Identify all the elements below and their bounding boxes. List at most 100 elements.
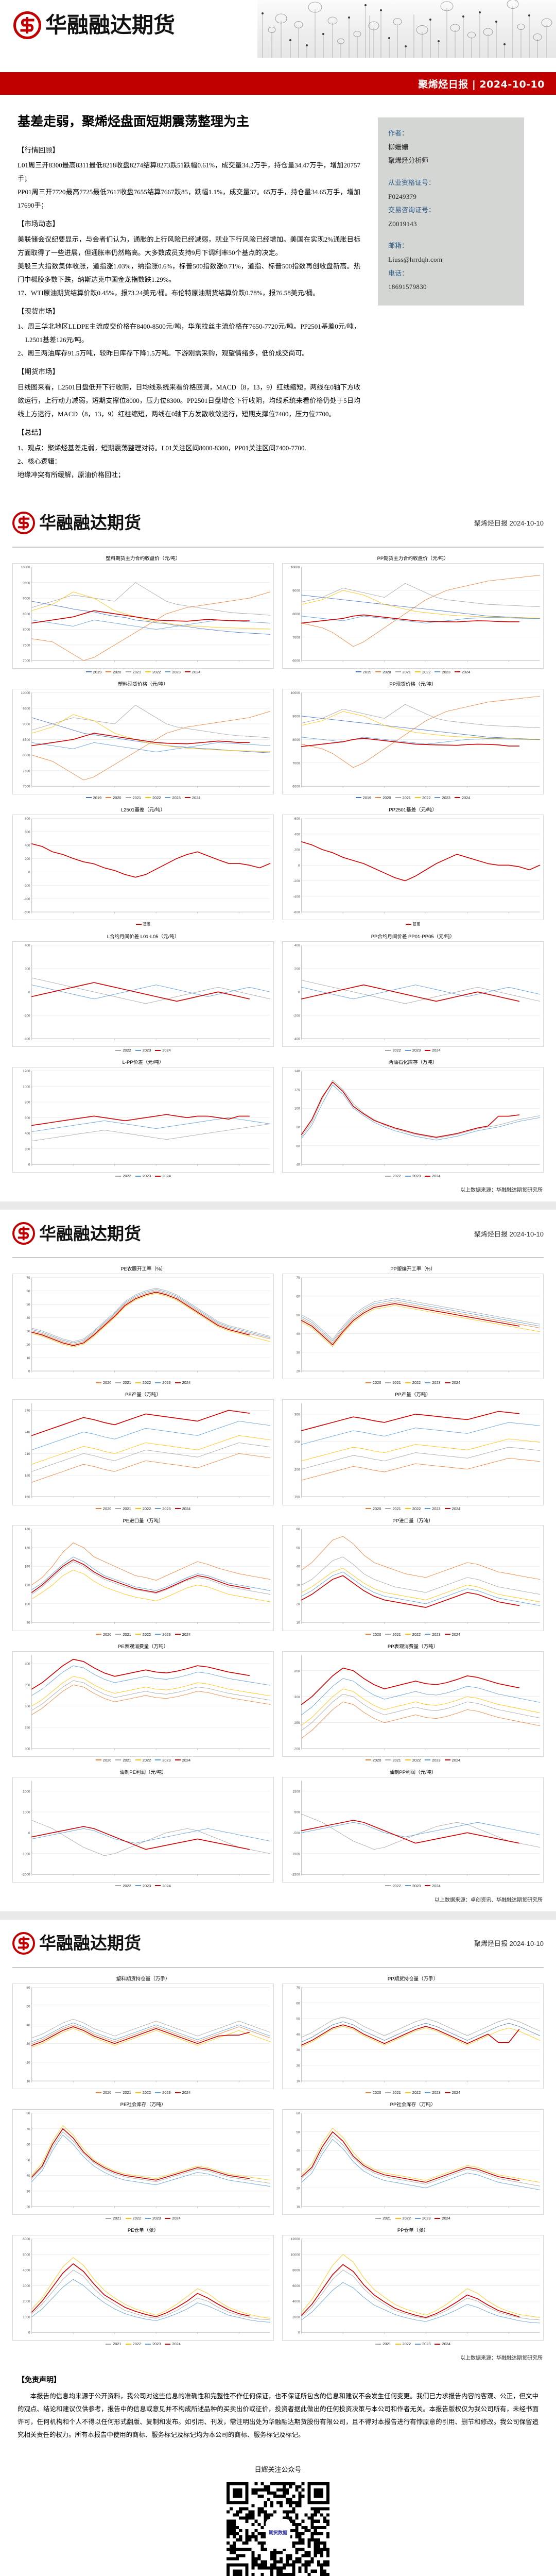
- svg-text:8000: 8000: [23, 628, 30, 632]
- legend-item: 2023: [155, 1380, 171, 1385]
- chart-card: 塑料现货价格（元/吨） 7000 7500 8000 8500 9000 9500 1000…: [12, 682, 274, 800]
- legend-swatch: [365, 1508, 371, 1510]
- paragraph: L01周三开8300最高8311最低8218收盘8274结算8273跌51跌幅0…: [18, 161, 360, 183]
- svg-text:4000: 4000: [23, 2269, 30, 2273]
- legend-label: 2024: [162, 1174, 171, 1179]
- consult-label: 交易咨询证号：: [388, 206, 436, 214]
- legend-swatch: [85, 797, 92, 799]
- legend-label: 2020: [102, 1632, 112, 1637]
- chart-card: PE表观消费量（万吨） 200 250 300 350 400 2020 2021 20…: [12, 1644, 274, 1762]
- legend-item: 2022: [135, 1506, 151, 1511]
- legend-item: 2020: [95, 1758, 111, 1762]
- chart-source-note: 以上数据来源：华融融达期货研究所: [460, 2355, 543, 2362]
- legend-swatch: [385, 2092, 391, 2093]
- phone-value: 18691579830: [388, 283, 427, 291]
- logo-s-glyph: [18, 1226, 30, 1241]
- legend-item: 2024: [175, 1632, 190, 1637]
- svg-text:40: 40: [296, 2149, 300, 2153]
- legend-swatch: [115, 1508, 121, 1510]
- legend-item: 2020: [95, 1506, 112, 1511]
- legend-item: 2022: [405, 1380, 421, 1385]
- legend-label: 2020: [102, 1506, 112, 1511]
- svg-text:-2500: -2500: [291, 1873, 300, 1876]
- legend-label: 2023: [432, 1632, 441, 1637]
- chart-title: PP仓单（张）: [397, 2228, 429, 2234]
- legend-swatch: [375, 2343, 381, 2345]
- svg-text:40: 40: [26, 2024, 30, 2027]
- legend-label: 2023: [422, 2216, 431, 2221]
- svg-text:60: 60: [296, 1528, 300, 1532]
- svg-text:0: 0: [28, 871, 30, 874]
- svg-text:8000: 8000: [292, 612, 300, 616]
- chart-title: PE表观消费量（万吨）: [117, 1643, 169, 1650]
- legend-label: 2024: [192, 669, 201, 674]
- chart-legend: 2022 2023 2024: [12, 1174, 274, 1178]
- legend-swatch: [425, 1634, 431, 1635]
- svg-text:50: 50: [26, 1303, 30, 1307]
- legend-item: 2023: [435, 795, 450, 800]
- chart-source-note: 以上数据来源：华融融达期货研究所: [460, 1188, 543, 1194]
- legend-item: 2024: [435, 2216, 450, 2221]
- legend-label: 2021: [383, 2342, 391, 2347]
- svg-text:30: 30: [26, 2042, 30, 2046]
- chart-title: PE农膜开工率（%）: [120, 1266, 166, 1273]
- paragraph: 美股三大指数集体收涨，道指涨1.03%，纳指涨0.6%，标普500指数涨0.71…: [18, 262, 360, 283]
- qr-code[interactable]: 期货数据: [227, 2482, 329, 2576]
- balloon-lines-graphic: [262, 0, 552, 58]
- chart-title: PE进口量（万吨）: [123, 1518, 164, 1524]
- svg-text:80: 80: [26, 1621, 30, 1625]
- legend-label: 2022: [402, 2216, 411, 2221]
- svg-text:30: 30: [296, 1351, 300, 1355]
- svg-text:20: 20: [26, 2061, 30, 2064]
- svg-text:200: 200: [294, 967, 300, 971]
- legend-swatch: [115, 1885, 121, 1887]
- legend-item: 2024: [175, 2090, 190, 2095]
- svg-text:50: 50: [296, 2130, 300, 2134]
- chart-page-header: 华融融达期货 聚烯烃日报 2024-10-10: [0, 499, 556, 547]
- report-banner-text: 聚烯烃日报 | 2024-10-10: [418, 78, 545, 90]
- chart-plot: 10 20 30 40 50 60 70: [282, 1983, 544, 2090]
- legend-label: 2022: [412, 2090, 421, 2095]
- legend-label: 2021: [123, 1380, 131, 1385]
- legend-swatch: [385, 1634, 391, 1635]
- legend-swatch: [405, 923, 411, 925]
- chart-legend: 2022 2023 2024: [12, 1048, 274, 1053]
- svg-text:-400: -400: [293, 895, 300, 899]
- chart-legend: 2020 2021 2022 2023 2024: [282, 1506, 544, 1511]
- legend-label: 2024: [451, 1380, 461, 1385]
- legend-item: 2024: [454, 795, 470, 800]
- svg-text:30: 30: [296, 1584, 300, 1588]
- legend-item: 2021: [385, 1632, 401, 1637]
- legend-item: 2023: [135, 1884, 151, 1888]
- legend-label: 2020: [372, 1632, 381, 1637]
- svg-text:10000: 10000: [291, 2253, 300, 2257]
- svg-text:400: 400: [25, 844, 30, 848]
- chart-title: PP期货主力合约收盘价（元/吨）: [377, 555, 449, 562]
- email-value[interactable]: Liuss@hrrdqh.com: [388, 256, 443, 264]
- legend-label: 2024: [442, 2342, 450, 2347]
- company-logo-icon: [12, 1931, 35, 1955]
- chart-title: PE社会库存（万吨）: [120, 2102, 166, 2108]
- chart-plot: 200 250 300 350 400: [12, 1651, 274, 1757]
- legend-swatch: [375, 671, 381, 673]
- legend-item: 2021: [125, 795, 141, 800]
- svg-text:6000: 6000: [23, 2238, 30, 2241]
- legend-label: 2023: [142, 1048, 151, 1053]
- svg-text:0: 0: [28, 1370, 30, 1374]
- svg-text:60: 60: [26, 1986, 30, 1990]
- report-text-column: 基差走弱，聚烯烃盘面短期震荡整理为主 【行情回顾】 L01周三开8300最高83…: [18, 113, 360, 482]
- svg-text:7500: 7500: [23, 643, 30, 647]
- legend-item: 2022: [385, 1884, 401, 1888]
- legend-swatch: [106, 671, 112, 673]
- legend-label: 2021: [392, 1632, 401, 1637]
- chart-title: 两油石化库存（万吨）: [388, 1060, 438, 1066]
- chart-legend: 基差: [12, 921, 274, 927]
- legend-item: 2023: [425, 1506, 441, 1511]
- chart-title: PP期货持仓量（万手）: [387, 1976, 439, 1982]
- legend-item: 2023: [425, 2090, 441, 2095]
- legend-item: 2023: [425, 1632, 441, 1637]
- legend-item: 2022: [135, 1380, 151, 1385]
- legend-swatch: [385, 1049, 391, 1051]
- legend-swatch: [444, 1508, 450, 1510]
- svg-text:180: 180: [25, 1528, 30, 1532]
